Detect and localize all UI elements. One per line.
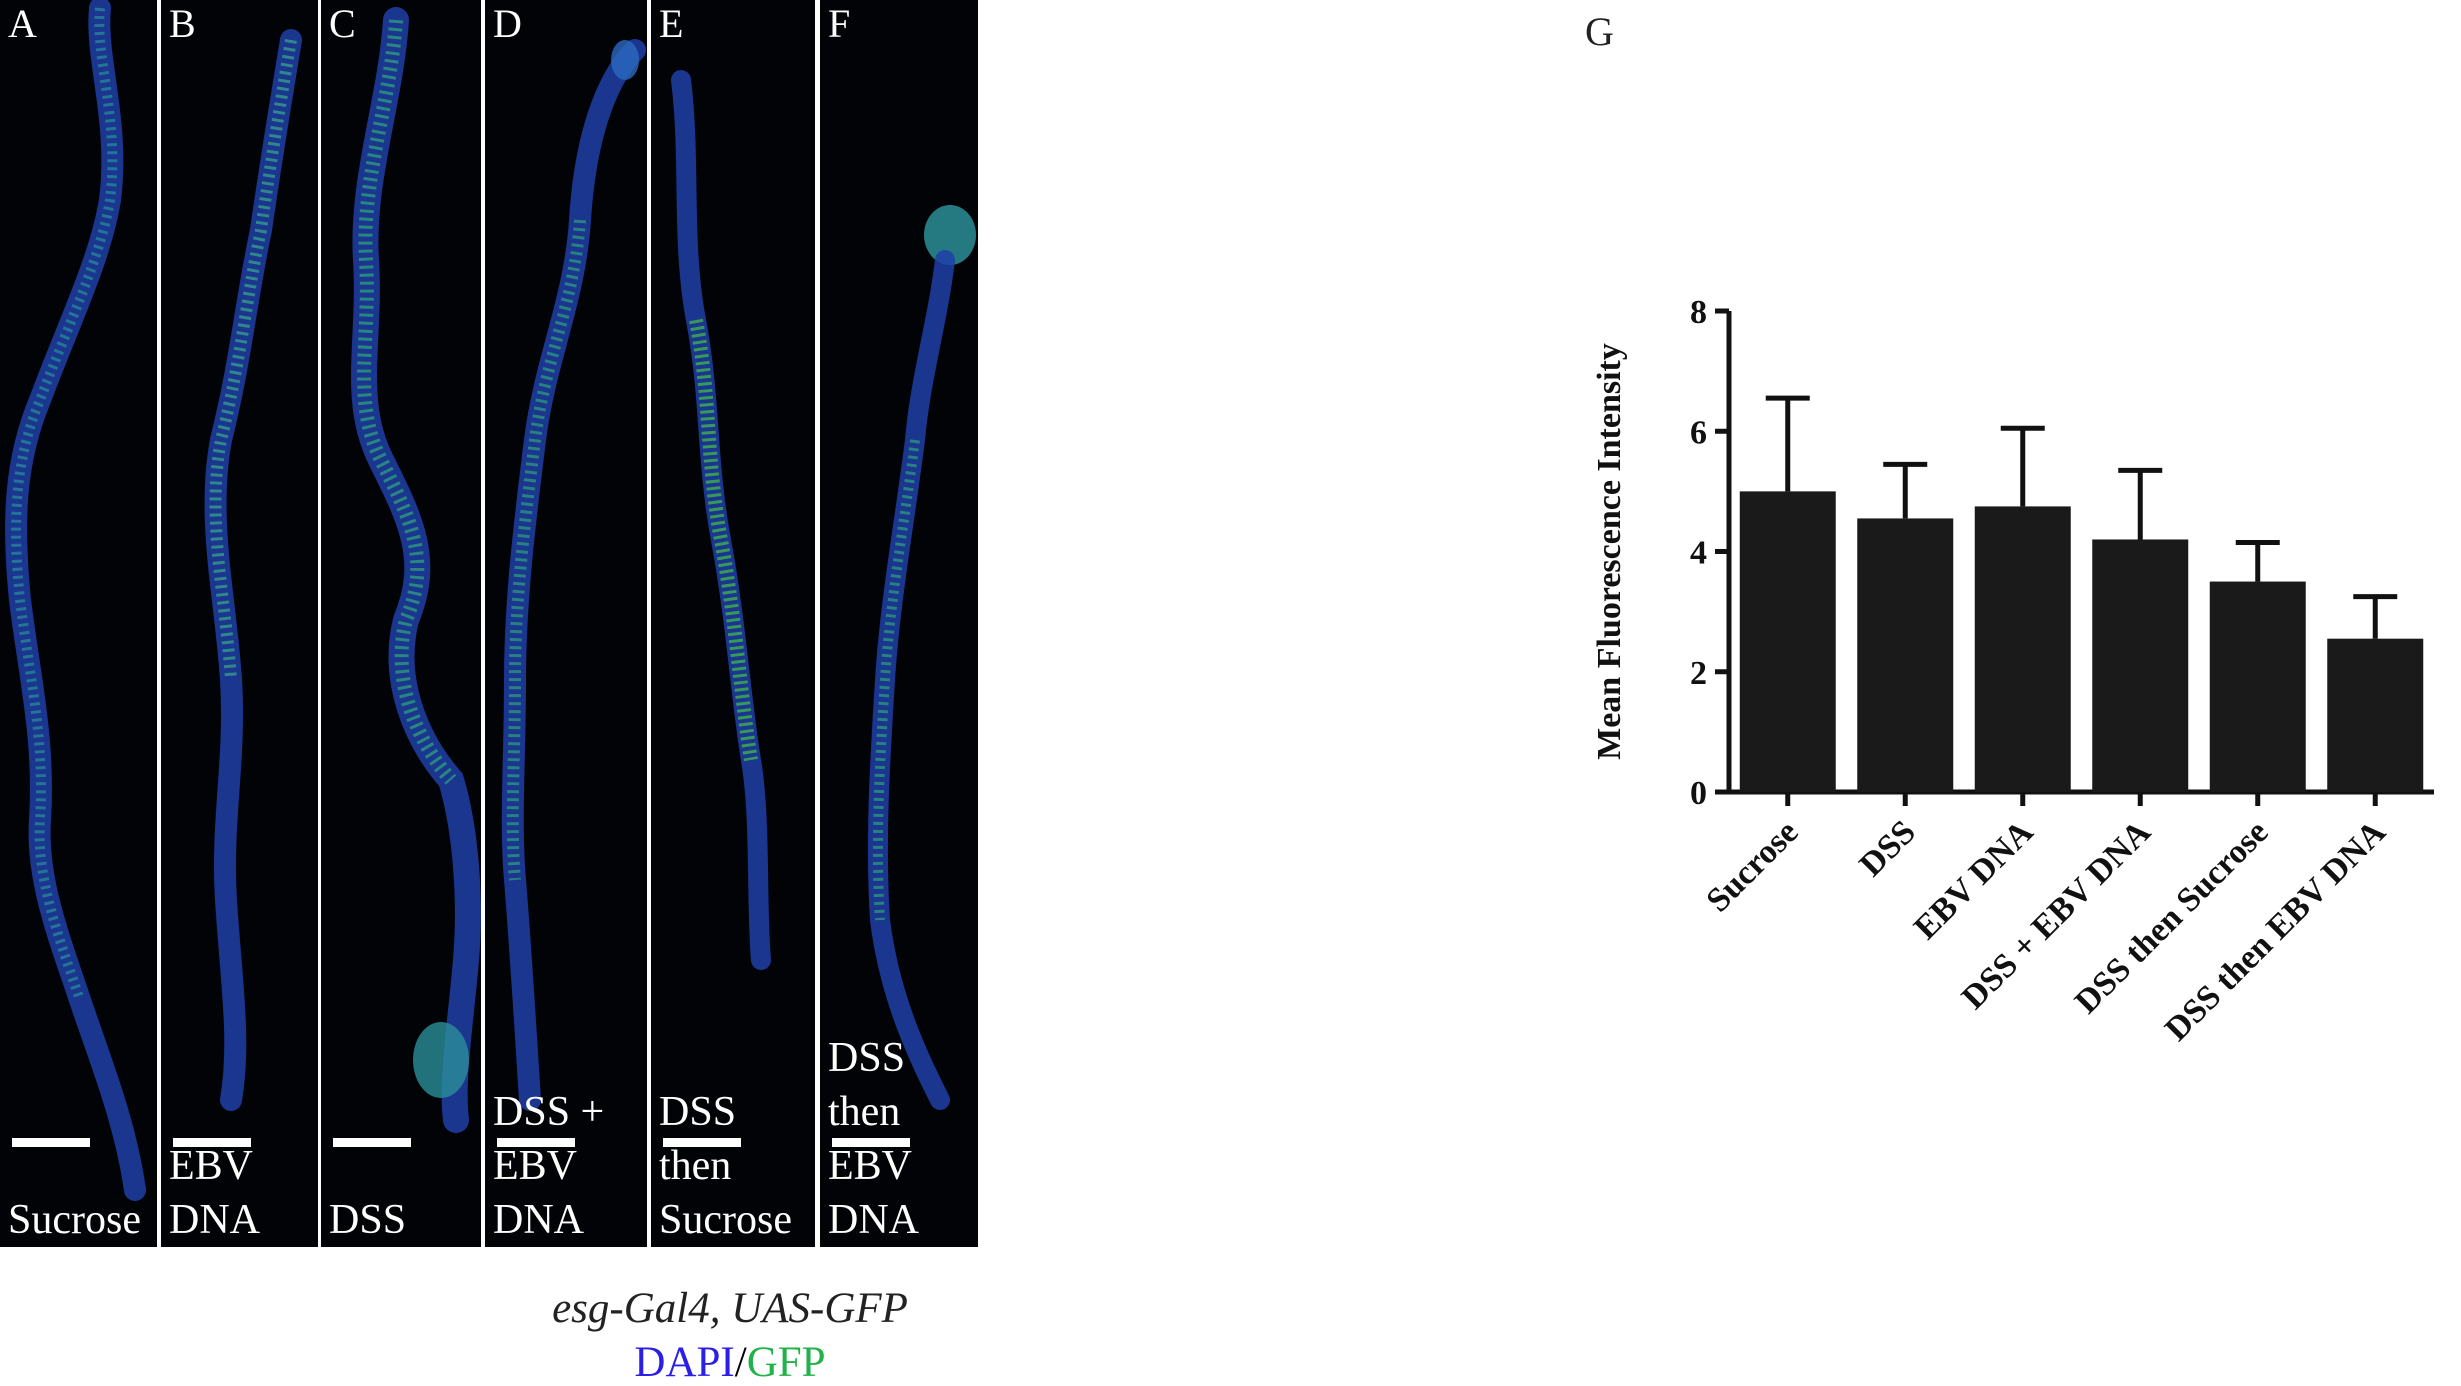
bar xyxy=(2327,638,2424,792)
panel-label: EBV DNA xyxy=(169,1139,318,1247)
gut-image-d xyxy=(501,39,646,1111)
panel-label-line: Sucrose xyxy=(8,1197,141,1243)
x-tick-label: Sucrose xyxy=(1700,813,1806,919)
y-tick-label: 4 xyxy=(1690,535,1707,572)
panel-letter: F xyxy=(828,1,851,46)
caption-dapi: DAPI xyxy=(634,1339,735,1386)
caption-stain: DAPI/GFP xyxy=(500,1341,960,1384)
y-tick-label: 6 xyxy=(1690,414,1707,451)
micrograph-panel-dss: C DSS xyxy=(321,0,481,1247)
y-tick-label: 2 xyxy=(1690,655,1707,692)
y-tick-label: 8 xyxy=(1690,294,1707,331)
panel-label: DSS then EBV DNA xyxy=(828,1031,978,1247)
gut-image-a xyxy=(5,0,146,1201)
panel-label-line: EBV DNA xyxy=(169,1143,260,1243)
panel-label-line: DSS then xyxy=(659,1089,737,1189)
scale-bar xyxy=(333,1138,411,1147)
micrograph-panel-sucrose: A Sucrose xyxy=(0,0,157,1247)
gut-image-f xyxy=(867,205,976,1110)
caption-separator: / xyxy=(734,1339,747,1386)
gut-image-c xyxy=(351,7,481,1133)
panel-letter: C xyxy=(329,1,356,46)
gut-image-b xyxy=(204,29,302,1111)
micrograph-panel-dss-ebv-dna: D DSS + EBV DNA xyxy=(485,0,647,1247)
x-tick-label: DSS then EBV DNA xyxy=(2158,813,2393,1048)
panel-label: Sucrose xyxy=(8,1193,141,1247)
bar xyxy=(2092,539,2189,792)
scale-bar xyxy=(832,1138,910,1147)
caption-gfp: GFP xyxy=(746,1339,826,1386)
bar xyxy=(1739,491,1836,792)
gut-image-e xyxy=(671,70,771,970)
caption-genotype: esg-Gal4, UAS-GFP xyxy=(552,1285,908,1332)
bar xyxy=(1974,506,2071,792)
scale-bar xyxy=(12,1138,90,1147)
panel-label: DSS then Sucrose xyxy=(659,1085,815,1247)
panel-letter: B xyxy=(169,1,196,46)
bar xyxy=(1857,518,1954,792)
y-tick-label: 0 xyxy=(1690,775,1707,812)
panel-label-line: EBV DNA xyxy=(828,1143,919,1243)
y-axis-label: Mean Fluorescence Intensity xyxy=(1591,343,1628,760)
panel-label-line: Sucrose xyxy=(659,1197,792,1243)
panel-letter: E xyxy=(659,1,684,46)
panel-label-line: DSS xyxy=(329,1197,407,1243)
micrograph-panel-dss-then-ebv-dna: F DSS then EBV DNA xyxy=(820,0,978,1247)
micrograph-panel-dss-then-sucrose: E DSS then Sucrose xyxy=(651,0,815,1247)
panel-label-line: DSS + xyxy=(493,1089,605,1135)
bar-chart: 0 2 4 6 8 Mean Fluorescence Intensity Sucrose D… xyxy=(1591,294,2434,1048)
micrograph-panel-ebv-dna: B EBV DNA xyxy=(161,0,318,1247)
x-tick-label: DSS xyxy=(1853,813,1923,883)
panel-letter-g: G xyxy=(1585,9,1614,54)
panel-letter: D xyxy=(493,1,522,46)
panel-label: DSS + EBV DNA xyxy=(493,1085,647,1247)
scale-bar xyxy=(663,1138,741,1147)
panel-label-line: DSS then xyxy=(828,1035,906,1135)
scale-bar xyxy=(173,1138,251,1147)
x-tick-label: DSS then Sucrose xyxy=(2068,813,2275,1020)
panel-letter: A xyxy=(8,1,37,46)
bar xyxy=(2209,581,2306,792)
panel-label-line: EBV DNA xyxy=(493,1143,584,1243)
panel-label: DSS xyxy=(329,1193,406,1247)
scale-bar xyxy=(497,1138,575,1147)
